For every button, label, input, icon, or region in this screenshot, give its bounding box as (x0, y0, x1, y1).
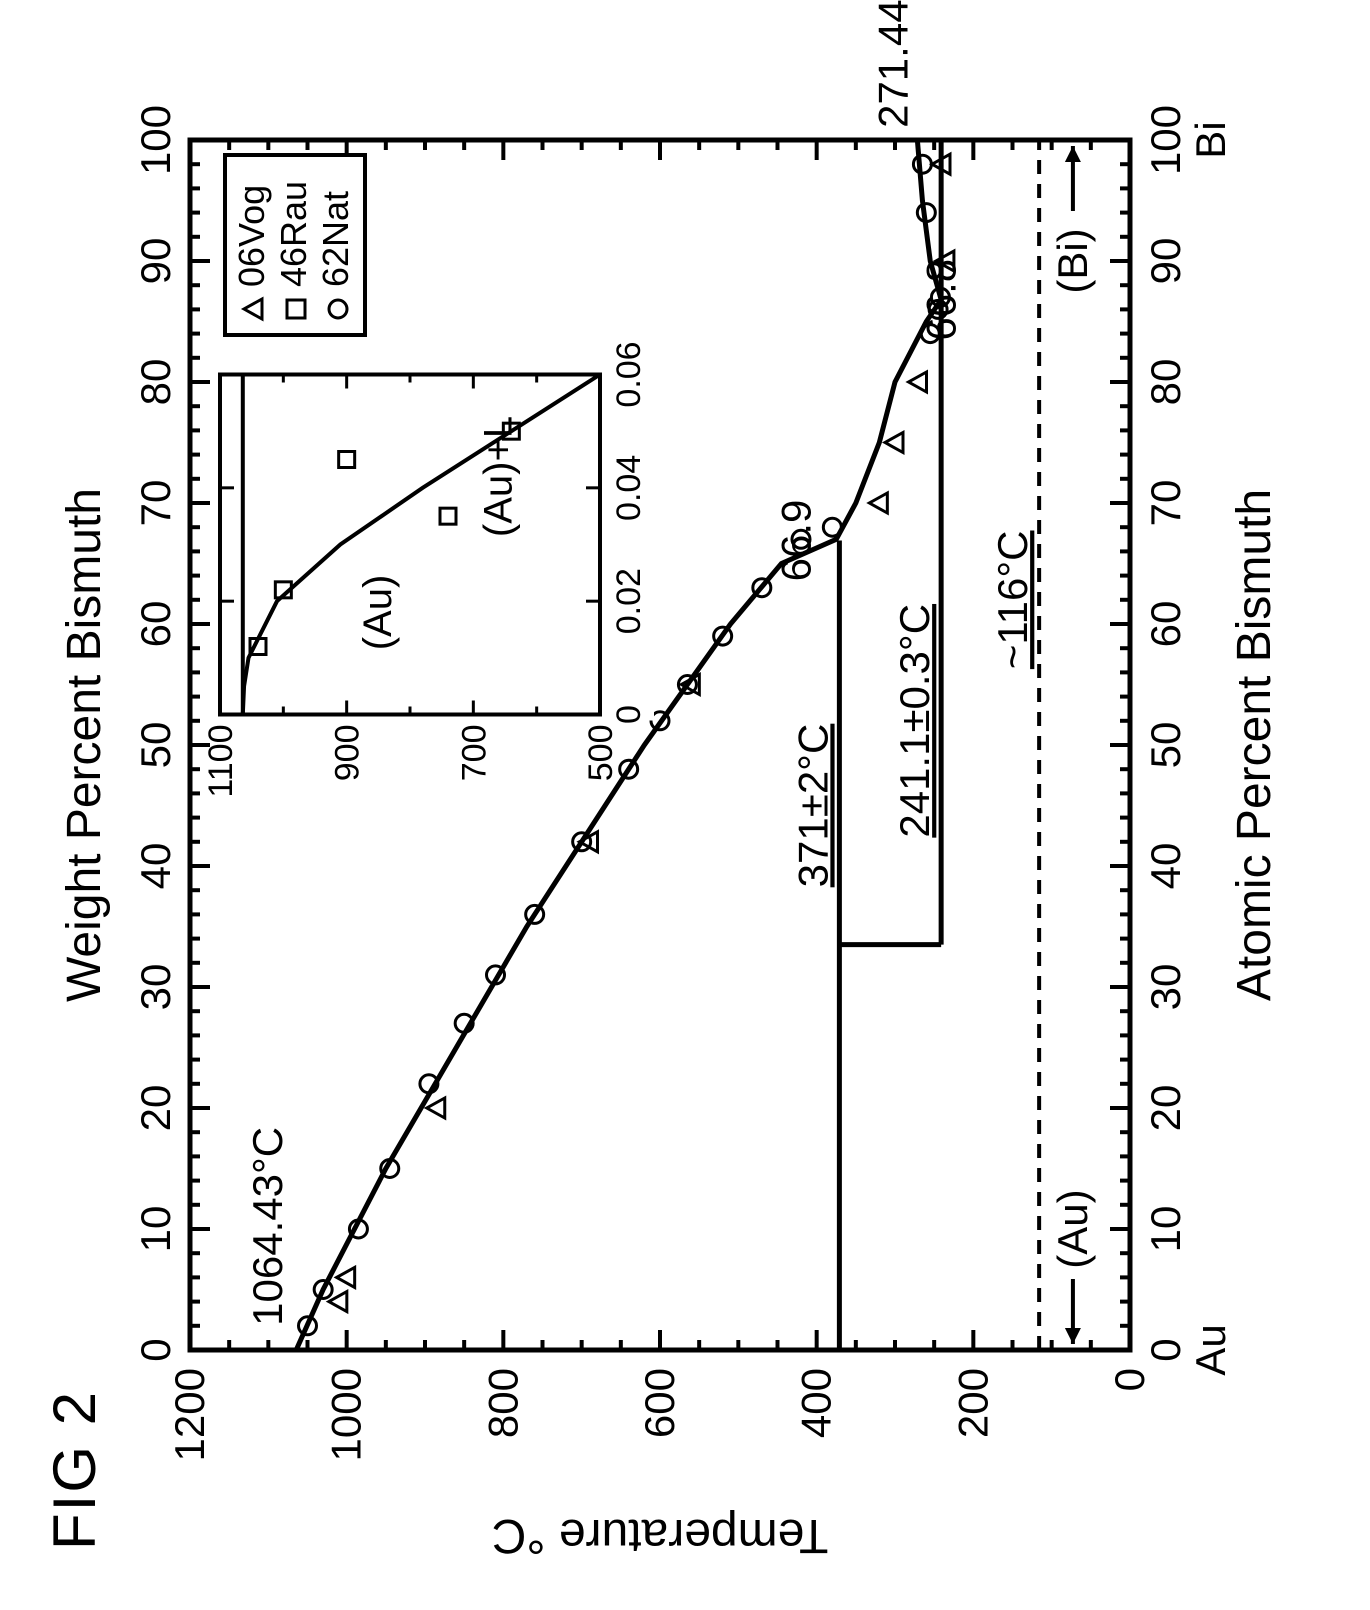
inset-x-label: 0.04 (610, 455, 648, 521)
x-tick-label: 70 (1142, 480, 1189, 527)
x-tick-label: 90 (1142, 238, 1189, 285)
x-tick-label: 0 (1142, 1338, 1189, 1361)
marker-triangle (885, 433, 903, 453)
y-tick-label: 800 (479, 1368, 526, 1438)
x-tick-label: 100 (1142, 105, 1189, 175)
y-tick-label: 600 (636, 1368, 683, 1438)
x-tick-label-top: 90 (132, 238, 179, 285)
top-axis-label: Weight Percent Bismuth (58, 488, 111, 1002)
x-tick-label-top: 0 (132, 1338, 179, 1361)
phase-region-label: (Bi) (1049, 228, 1096, 293)
legend-label: 46Rau (273, 181, 314, 287)
x-tick-label: 50 (1142, 722, 1189, 769)
y-tick-label: 200 (949, 1368, 996, 1438)
x-tick-label-top: 60 (132, 601, 179, 648)
y-axis-label: Temperature °C (492, 1509, 829, 1562)
x-tick-label-top: 70 (132, 480, 179, 527)
eutectic-label: 241.1±0.3°C (891, 604, 938, 838)
inset-x-label: 0 (610, 705, 648, 724)
marker-triangle (909, 372, 927, 392)
inset-y-label: 700 (455, 725, 493, 782)
inset-bg (214, 369, 654, 721)
metastable-label: ~116°C (989, 530, 1036, 669)
x-tick-label: 30 (1142, 964, 1189, 1011)
x-tick-label-top: 20 (132, 1085, 179, 1132)
inset-y-label: 900 (329, 725, 367, 782)
legend-label: 62Nat (315, 191, 356, 287)
arrowhead-icon (1065, 146, 1081, 162)
x-tick-label: 20 (1142, 1085, 1189, 1132)
y-tick-label: 0 (1106, 1368, 1153, 1391)
bottom-axis-label: Atomic Percent Bismuth (1228, 489, 1281, 1001)
marker-triangle (869, 493, 887, 513)
inset-y-label: 1100 (202, 725, 240, 798)
x-tick-label-top: 100 (132, 105, 179, 175)
marker-triangle (427, 1098, 445, 1118)
arrowhead-icon (1065, 1328, 1081, 1344)
y-tick-label: 1200 (166, 1368, 213, 1461)
y-tick-label: 400 (793, 1368, 840, 1438)
x-tick-label-top: 10 (132, 1206, 179, 1253)
y-tick-label: 1000 (323, 1368, 370, 1461)
inset-x-label: 0.06 (610, 341, 648, 407)
phase-diagram-chart: Weight Percent Bismuth Atomic Percent Bis… (0, 0, 1370, 1610)
x-tick-label: 60 (1142, 601, 1189, 648)
inset-region-label: (Au) (356, 575, 400, 651)
marker-triangle (337, 1267, 355, 1287)
chart-annotation: 1064.43°C (244, 1127, 291, 1326)
left-element-label: Au (1187, 1324, 1234, 1375)
x-tick-label: 10 (1142, 1206, 1189, 1253)
legend-label: 06Vog (231, 185, 272, 287)
inset-y-label: 500 (582, 725, 620, 782)
x-tick-label-top: 30 (132, 964, 179, 1011)
x-tick-label-top: 40 (132, 843, 179, 890)
marker-circle (823, 518, 841, 536)
right-element-label: Bi (1187, 121, 1234, 158)
inset-region-label: (Au)+L (476, 416, 520, 537)
chart-annotation: 66.9 (773, 500, 820, 582)
peritectic-label: 371±2°C (789, 724, 836, 888)
chart-annotation: 271.442°C (870, 0, 917, 128)
x-tick-label: 40 (1142, 843, 1189, 890)
x-tick-label-top: 50 (132, 722, 179, 769)
x-tick-label: 80 (1142, 359, 1189, 406)
inset-x-label: 0.02 (610, 568, 648, 634)
phase-region-label: (Au) (1049, 1189, 1096, 1268)
x-tick-label-top: 80 (132, 359, 179, 406)
